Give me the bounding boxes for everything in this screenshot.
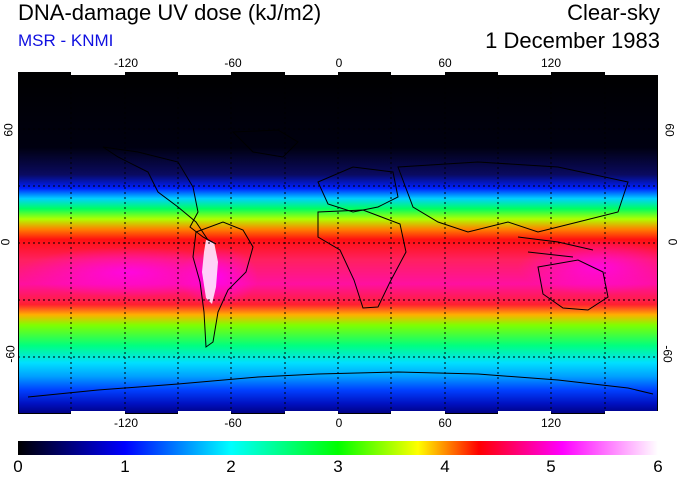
lon-tick-bottom: 0 <box>335 416 343 430</box>
coast-antarctica <box>27 371 654 398</box>
frame-segment <box>71 411 125 414</box>
lon-tick-top: -120 <box>113 56 139 70</box>
uv-dose-map <box>18 72 658 414</box>
coastlines <box>27 129 654 398</box>
colorbar-label: 5 <box>546 457 556 476</box>
coast-africa <box>317 209 407 309</box>
lon-tick-top: 60 <box>438 56 452 70</box>
frame-segment <box>178 72 231 75</box>
sky-condition: Clear-sky <box>567 0 660 25</box>
coast-south-america <box>192 221 254 348</box>
source-label: MSR - KNMI <box>18 31 114 50</box>
frame-segment <box>178 411 231 414</box>
colorbar-label: 6 <box>653 457 663 476</box>
frame-segment <box>391 72 445 75</box>
lat-tick-left: 60 <box>1 123 16 137</box>
frame-segment <box>71 72 125 75</box>
lon-tick-top: 0 <box>335 56 343 70</box>
colorbar-label: 1 <box>120 457 130 476</box>
frame-segment <box>391 411 445 414</box>
map-date: 1 December 1983 <box>485 28 660 53</box>
andes-peak <box>202 240 218 304</box>
hotspot-south-america <box>178 247 258 307</box>
frame-segment <box>605 411 658 414</box>
hotspot-west-pacific <box>518 239 658 295</box>
lon-tick-top: 120 <box>540 56 562 70</box>
coast-asia <box>397 161 629 233</box>
frame-segment <box>498 411 551 414</box>
lon-tick-bottom: 120 <box>540 416 562 430</box>
lon-tick-top: -60 <box>224 56 242 70</box>
lat-tick-left: 0 <box>0 239 12 246</box>
frame-segment <box>285 411 338 414</box>
frame-segment <box>605 72 658 75</box>
coast-indonesia <box>517 236 594 258</box>
colorbar-label: 4 <box>440 457 450 476</box>
map-title: DNA-damage UV dose (kJ/m2) <box>18 0 322 25</box>
colorbar <box>18 441 658 455</box>
colorbar-gradient <box>18 441 658 455</box>
colorbar-label: 2 <box>226 457 236 476</box>
coast-greenland <box>231 129 299 158</box>
coast-australia <box>537 259 609 311</box>
frame-segment <box>285 72 338 75</box>
lon-tick-bottom: -60 <box>224 416 242 430</box>
lat-tick-right: -60 <box>660 345 675 363</box>
coast-europe <box>317 166 399 213</box>
colorbar-label: 3 <box>333 457 343 476</box>
lat-tick-right: 60 <box>662 123 677 137</box>
frame-scale-bars <box>71 72 658 414</box>
coast-north-america <box>102 146 217 245</box>
lat-tick-right: 0 <box>666 239 678 246</box>
lon-tick-bottom: -120 <box>113 416 139 430</box>
graticule <box>18 72 658 414</box>
frame-segment <box>498 72 551 75</box>
lat-tick-left: -60 <box>3 345 18 363</box>
colorbar-label: 0 <box>13 457 23 476</box>
lon-tick-bottom: 60 <box>438 416 452 430</box>
